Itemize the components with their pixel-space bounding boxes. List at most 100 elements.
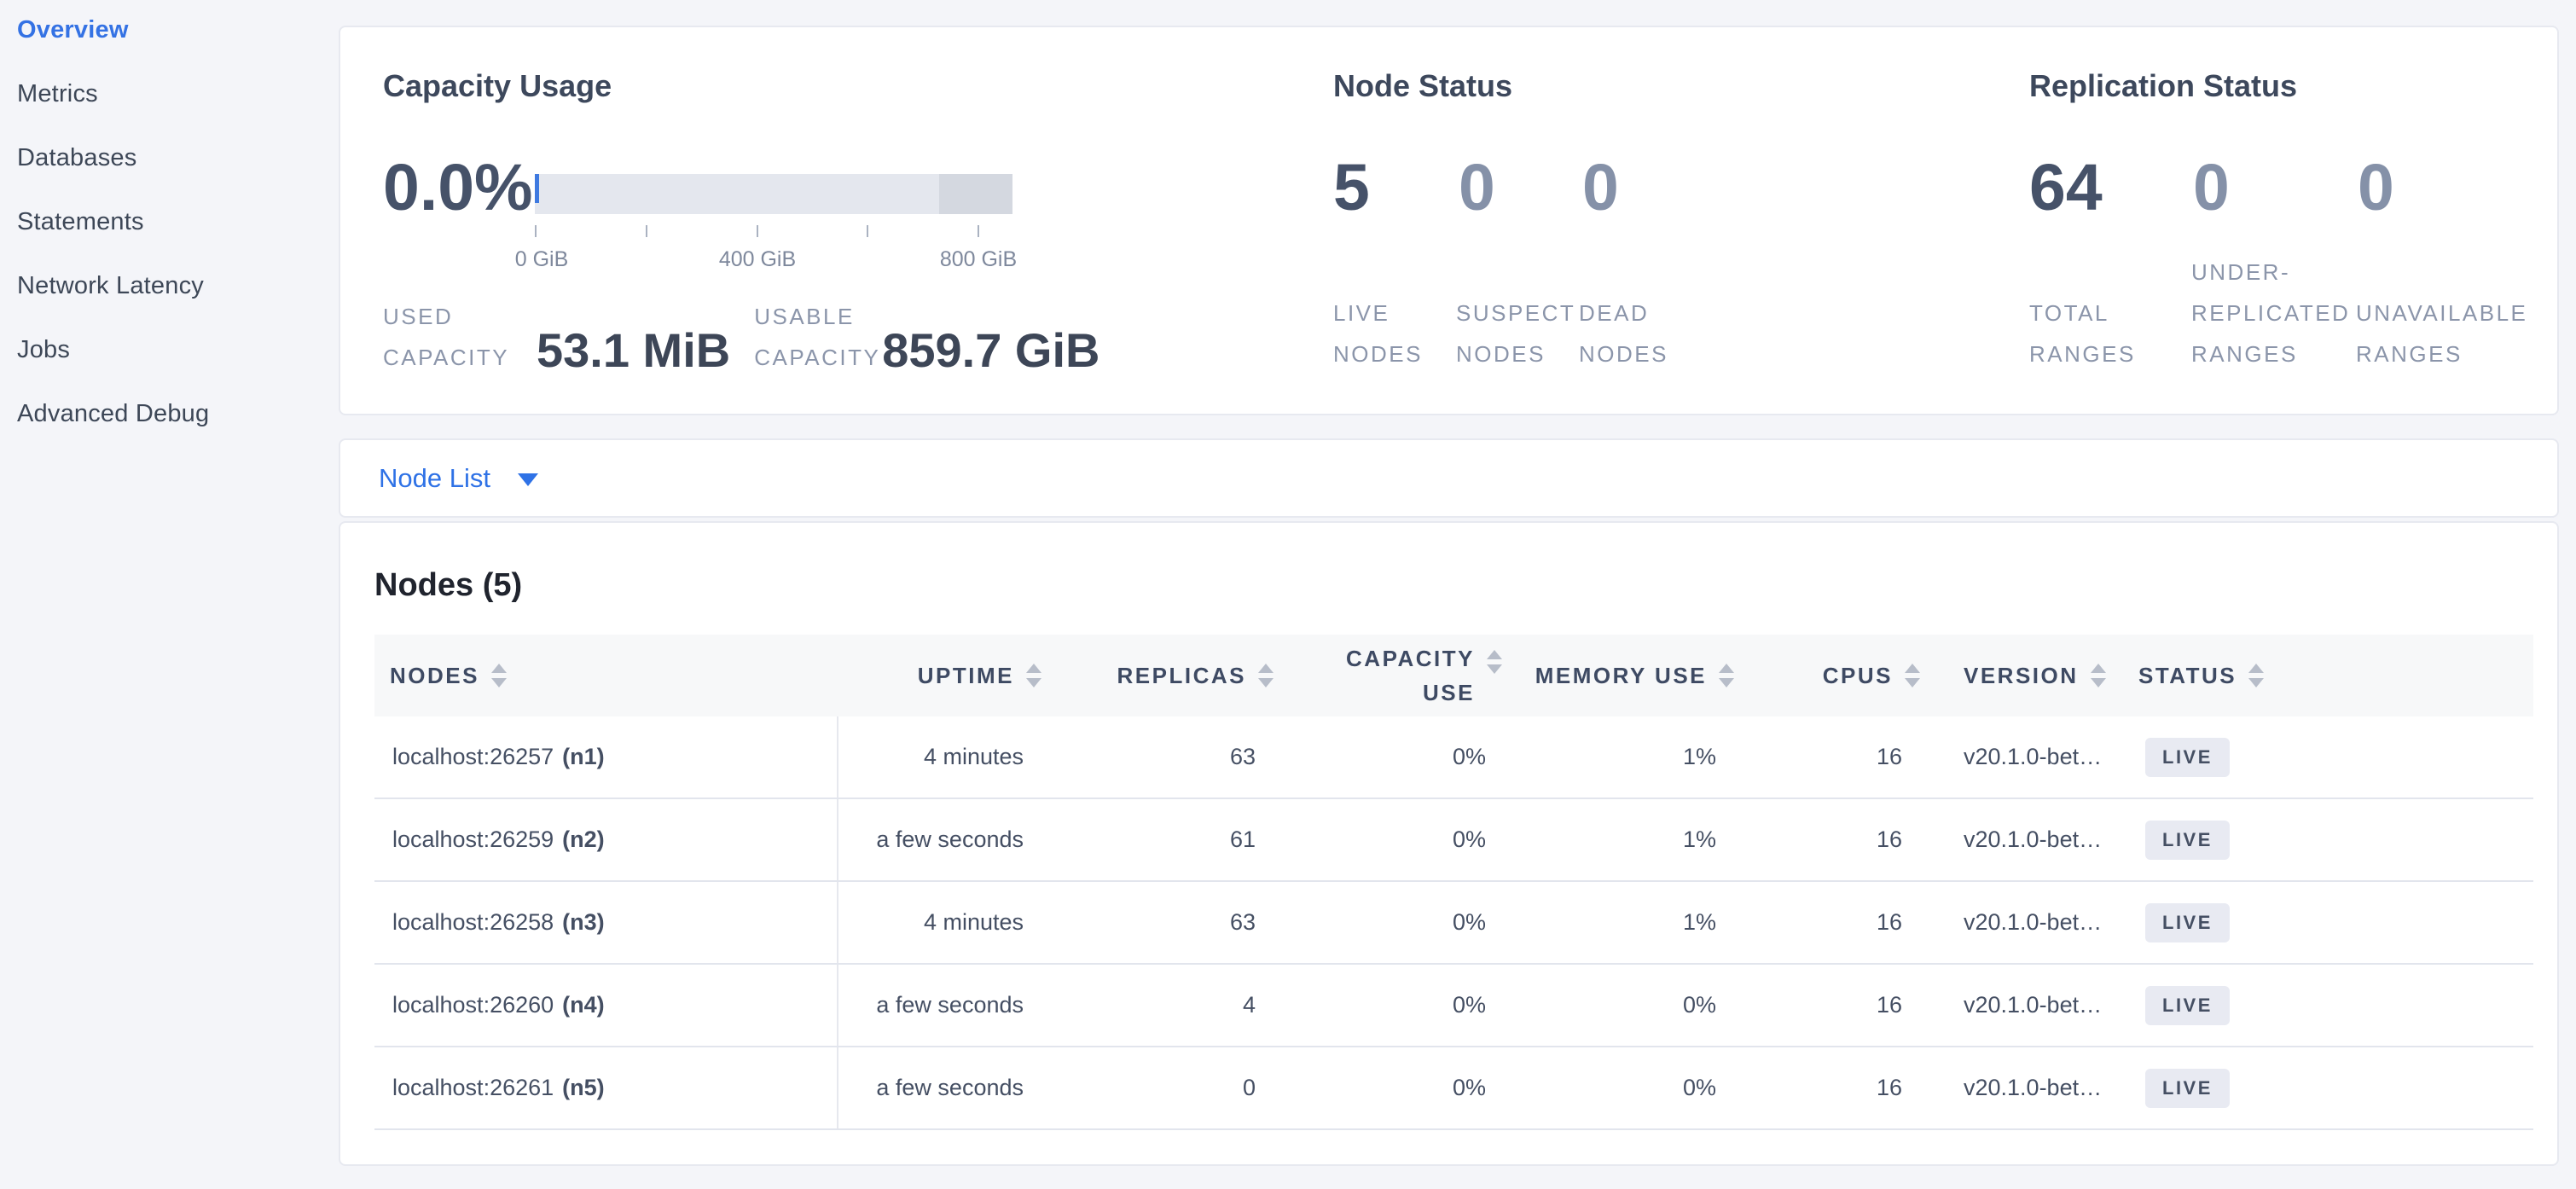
- capacity-used-percent: 0.0%: [383, 151, 533, 224]
- node-list-dropdown-label: Node List: [379, 462, 490, 493]
- node-row-n3[interactable]: localhost:26258 (n3) 4 minutes 63 0% 1% …: [374, 882, 2533, 965]
- capacity-usage-title: Capacity Usage: [383, 68, 612, 103]
- node-row-n5[interactable]: localhost:26261 (n5) a few seconds 0 0% …: [374, 1047, 2533, 1130]
- capacity-use-cell: 0%: [1452, 992, 1486, 1018]
- status-cell: LIVE: [2128, 1047, 2533, 1128]
- replicas-cell: 63: [1229, 744, 1256, 769]
- node-id: (n3): [562, 909, 605, 935]
- sidebar-item-metrics[interactable]: Metrics: [17, 80, 98, 107]
- status-cell: LIVE: [2128, 716, 2533, 798]
- column-header-replicas[interactable]: REPLICAS: [1062, 635, 1294, 716]
- live-nodes-count: 5: [1333, 151, 1370, 224]
- status-badge: LIVE: [2145, 820, 2230, 860]
- column-header-label: NODES: [390, 662, 479, 688]
- column-header-label: CAPACITY USE: [1346, 646, 1475, 705]
- column-header-version[interactable]: VERSION: [1941, 635, 2128, 716]
- gauge-tick: [757, 225, 758, 237]
- gauge-tick: [867, 225, 868, 237]
- memory-use-cell: 0%: [1682, 1075, 1716, 1100]
- column-header-uptime[interactable]: UPTIME: [838, 635, 1062, 716]
- capacity-use-cell: 0%: [1452, 909, 1486, 935]
- column-header-label: MEMORY USE: [1535, 662, 1707, 688]
- capacity-use-cell: 0%: [1452, 1075, 1486, 1100]
- replicas-cell: 61: [1229, 826, 1256, 852]
- node-row-n1[interactable]: localhost:26257 (n1) 4 minutes 63 0% 1% …: [374, 716, 2533, 799]
- sidebar: Overview Metrics Databases Statements Ne…: [0, 0, 339, 1189]
- node-address-cell[interactable]: localhost:26261 (n5): [374, 1047, 838, 1128]
- memory-use-cell: 0%: [1682, 992, 1716, 1018]
- column-header-nodes[interactable]: NODES: [374, 635, 838, 716]
- version-cell: v20.1.0-bet…: [1941, 965, 2128, 1046]
- status-badge: LIVE: [2145, 902, 2230, 942]
- column-header-capacity-use[interactable]: CAPACITY USE: [1294, 635, 1524, 716]
- capacity-summary: USED CAPACITY 53.1 MiB USABLE CAPACITY 8…: [383, 296, 1099, 378]
- node-address-cell[interactable]: localhost:26258 (n3): [374, 882, 838, 963]
- nodes-table: NODES UPTIME REPLICAS CAPACITY USE MEMOR…: [374, 635, 2533, 1130]
- node-address: localhost:26260: [392, 992, 554, 1018]
- total-ranges-count: 64: [2029, 151, 2103, 224]
- under-replicated-ranges-label: UNDER-REPLICATED RANGES: [2191, 259, 2351, 367]
- sidebar-item-jobs[interactable]: Jobs: [17, 336, 71, 363]
- status-badge: LIVE: [2145, 737, 2230, 777]
- column-header-label: REPLICAS: [1117, 662, 1246, 688]
- version-text: v20.1.0-bet…: [1964, 992, 2103, 1018]
- column-header-label: STATUS: [2138, 662, 2237, 688]
- version-cell: v20.1.0-bet…: [1941, 1047, 2128, 1128]
- dead-nodes-label: DEAD NODES: [1579, 300, 1668, 367]
- node-id: (n4): [562, 992, 605, 1018]
- sidebar-item-overview[interactable]: Overview: [17, 16, 129, 44]
- replication-status-title: Replication Status: [2029, 68, 2298, 103]
- sort-icon: [2248, 664, 2265, 687]
- sort-icon: [1719, 664, 1734, 687]
- version-text: v20.1.0-bet…: [1964, 826, 2103, 852]
- version-cell: v20.1.0-bet…: [1941, 716, 2128, 798]
- uptime-cell: 4 minutes: [923, 909, 1024, 935]
- node-status-title: Node Status: [1333, 68, 1513, 103]
- version-cell: v20.1.0-bet…: [1941, 799, 2128, 880]
- suspect-nodes-count: 0: [1459, 151, 1495, 224]
- unavailable-ranges-label: UNAVAILABLE RANGES: [2356, 300, 2528, 367]
- node-row-n4[interactable]: localhost:26260 (n4) a few seconds 4 0% …: [374, 965, 2533, 1047]
- sort-icon: [1905, 664, 1920, 687]
- capacity-gauge-extra-segment: [939, 174, 1012, 214]
- sidebar-item-network-latency[interactable]: Network Latency: [17, 272, 204, 299]
- sidebar-item-advanced-debug[interactable]: Advanced Debug: [17, 400, 210, 427]
- cluster-summary-card: Capacity Usage 0.0% 0 GiB 400 GiB 800 Gi…: [339, 26, 2559, 415]
- uptime-cell: a few seconds: [876, 1075, 1024, 1100]
- version-text: v20.1.0-bet…: [1964, 744, 2103, 769]
- version-cell: v20.1.0-bet…: [1941, 882, 2128, 963]
- node-address-cell[interactable]: localhost:26260 (n4): [374, 965, 838, 1046]
- memory-use-cell: 1%: [1682, 909, 1716, 935]
- node-address: localhost:26261: [392, 1075, 554, 1100]
- used-capacity-value: 53.1 MiB: [537, 323, 731, 377]
- node-row-n2[interactable]: localhost:26259 (n2) a few seconds 61 0%…: [374, 799, 2533, 882]
- node-address: localhost:26259: [392, 826, 554, 852]
- sidebar-item-statements[interactable]: Statements: [17, 208, 144, 235]
- version-text: v20.1.0-bet…: [1964, 909, 2103, 935]
- column-header-label: VERSION: [1964, 662, 2079, 688]
- usable-capacity-value: 859.7 GiB: [882, 323, 1100, 377]
- capacity-use-cell: 0%: [1452, 744, 1486, 769]
- node-address-cell[interactable]: localhost:26259 (n2): [374, 799, 838, 880]
- column-header-memory-use[interactable]: MEMORY USE: [1524, 635, 1755, 716]
- node-address: localhost:26258: [392, 909, 554, 935]
- gauge-tick: [978, 225, 979, 237]
- nodes-table-card: Nodes (5) NODES UPTIME REPLICAS CAPACITY…: [339, 521, 2559, 1166]
- node-address-cell[interactable]: localhost:26257 (n1): [374, 716, 838, 798]
- chevron-down-icon: [517, 473, 538, 486]
- status-badge: LIVE: [2145, 985, 2230, 1025]
- sidebar-item-databases[interactable]: Databases: [17, 144, 137, 171]
- capacity-use-cell: 0%: [1452, 826, 1486, 852]
- node-list-dropdown[interactable]: Node List: [340, 440, 2557, 516]
- nodes-table-header-row: NODES UPTIME REPLICAS CAPACITY USE MEMOR…: [374, 635, 2533, 716]
- sort-icon: [490, 664, 507, 687]
- cpus-cell: 16: [1876, 744, 1902, 769]
- under-replicated-ranges-count: 0: [2193, 151, 2230, 224]
- usable-capacity-label: USABLE CAPACITY: [754, 304, 881, 370]
- column-header-label: CPUS: [1822, 662, 1893, 688]
- uptime-cell: 4 minutes: [923, 744, 1024, 769]
- replicas-cell: 4: [1242, 992, 1256, 1018]
- status-cell: LIVE: [2128, 799, 2533, 880]
- column-header-cpus[interactable]: CPUS: [1755, 635, 1941, 716]
- column-header-status[interactable]: STATUS: [2128, 635, 2533, 716]
